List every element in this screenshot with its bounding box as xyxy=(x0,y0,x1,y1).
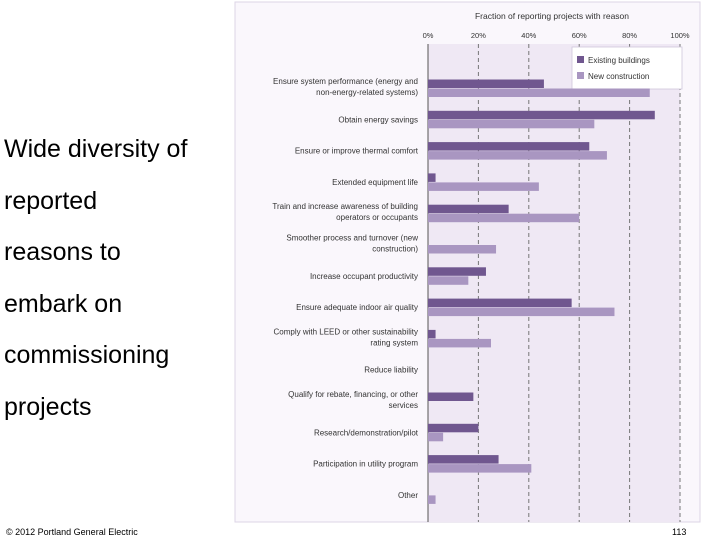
bar xyxy=(428,455,499,464)
category-label: Ensure adequate indoor air quality xyxy=(296,303,418,312)
bar xyxy=(428,432,444,442)
bar xyxy=(428,79,544,88)
bar xyxy=(428,151,607,160)
legend-swatch xyxy=(577,56,584,63)
category-label: Participation in utility program xyxy=(313,460,418,469)
bar xyxy=(428,464,532,473)
category-label: Qualify for rebate, financing, or other xyxy=(288,390,418,399)
slide-body-text: Wide diversity of reported reasons to em… xyxy=(4,124,234,433)
bar xyxy=(428,495,436,504)
category-label: Train and increase awareness of building xyxy=(272,202,418,211)
category-label: Extended equipment life xyxy=(332,178,418,187)
chart-title: Fraction of reporting projects with reas… xyxy=(475,11,629,21)
category-label: Reduce liability xyxy=(364,366,418,375)
x-tick-label: 20% xyxy=(471,31,486,40)
category-label: Ensure system performance (energy and xyxy=(273,77,418,86)
category-label: operators or occupants xyxy=(336,213,418,222)
bar xyxy=(428,423,479,433)
x-tick-label: 80% xyxy=(622,31,637,40)
x-tick-label: 0% xyxy=(423,31,434,40)
category-label: Other xyxy=(398,491,418,500)
category-label: Smoother process and turnover (new xyxy=(286,234,418,243)
text-line-4: embark on xyxy=(4,289,123,318)
text-line-3: reasons to xyxy=(4,238,121,266)
text-line-6: projects xyxy=(4,392,92,421)
legend-box xyxy=(571,46,683,90)
text-line-5: commissioning xyxy=(4,341,170,369)
bar xyxy=(428,142,590,151)
category-label: rating system xyxy=(370,338,418,347)
bar xyxy=(428,276,469,285)
bar xyxy=(428,245,497,254)
bar xyxy=(428,298,572,308)
category-label: construction) xyxy=(372,245,418,254)
category-label: Comply with LEED or other sustainability xyxy=(273,327,418,336)
legend-label: New construction xyxy=(588,72,649,81)
legend-label: Existing buildings xyxy=(588,56,650,65)
page-number: 113 xyxy=(672,527,687,537)
bar xyxy=(428,204,509,214)
category-label: Ensure or improve thermal comfort xyxy=(295,147,419,156)
category-label: Obtain energy savings xyxy=(338,115,418,124)
bar xyxy=(428,119,595,129)
category-label: Increase occupant productivity xyxy=(310,272,418,281)
bar xyxy=(428,213,580,223)
text-line-2: reported xyxy=(4,186,98,215)
category-label: Research/demonstration/pilot xyxy=(314,428,419,437)
bar xyxy=(428,338,491,348)
x-tick-label: 40% xyxy=(521,31,536,40)
text-line-1: Wide diversity of xyxy=(4,135,188,163)
bar xyxy=(428,267,486,276)
bar xyxy=(428,392,474,401)
bar xyxy=(428,329,436,339)
legend-swatch xyxy=(577,72,584,79)
bar xyxy=(428,110,655,120)
x-tick-label: 60% xyxy=(572,31,587,40)
bar xyxy=(428,173,436,182)
bar xyxy=(428,182,539,191)
category-label: services xyxy=(389,401,418,410)
category-label: non-energy-related systems) xyxy=(316,88,418,97)
x-tick-label: 100% xyxy=(670,31,690,40)
bar xyxy=(428,88,650,97)
bar xyxy=(428,307,615,317)
copyright-footer: © 2012 Portland General Electric xyxy=(6,527,138,537)
